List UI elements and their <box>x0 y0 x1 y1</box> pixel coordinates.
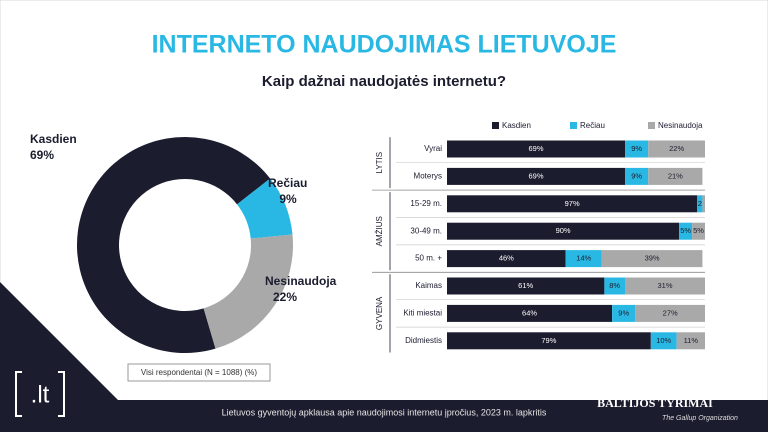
corner-shape <box>0 282 150 432</box>
bar-value-label: 61% <box>518 281 533 290</box>
bar-value-label: 14% <box>576 254 591 263</box>
bar-value-label: 27% <box>663 308 678 317</box>
bar-segment <box>676 332 705 350</box>
category-label: Didmiestis <box>405 336 442 345</box>
segment-value: 69% <box>30 148 54 162</box>
bar-segment <box>447 332 651 350</box>
bar-value-label: 10% <box>656 336 671 345</box>
donut-segment <box>76 136 271 353</box>
bar-value-label: 5% <box>693 226 704 235</box>
brand-tagline: The Gallup Organization <box>662 415 738 422</box>
segment-value: 9% <box>279 192 297 206</box>
bar-value-label: 22% <box>669 144 684 153</box>
bar-value-label: 79% <box>541 336 556 345</box>
category-label: Moterys <box>414 172 442 181</box>
page-title: INTERNETO NAUDOJIMAS LIETUVOJE <box>152 31 617 59</box>
brand: BALTIJOS TYRIMAI <box>597 396 713 410</box>
group-label: GYVENA <box>375 296 384 330</box>
bar-segment <box>604 277 626 295</box>
subtitle: Kaip dažnai naudojatės internetu? <box>262 73 506 90</box>
segment-label: Rečiau <box>268 176 307 190</box>
bar-segment <box>692 222 705 240</box>
bar-segment <box>447 195 698 213</box>
bar-value-label: 69% <box>529 171 544 180</box>
category-label: 30-49 m. <box>410 226 442 235</box>
group-label: LYTIS <box>375 152 384 174</box>
bar-segment <box>447 140 626 158</box>
bar-value-label: 5% <box>680 226 691 235</box>
legend-swatch <box>492 122 499 129</box>
bar-segment <box>447 167 626 185</box>
bar-value-label: 90% <box>556 226 571 235</box>
bar-value-label: 2 <box>698 199 702 208</box>
bar-value-label: 8% <box>609 281 620 290</box>
bar-value-label: 64% <box>522 308 537 317</box>
logo-brackets <box>15 371 65 417</box>
bar-segment <box>648 140 705 158</box>
bar-value-label: 46% <box>499 254 514 263</box>
segment-value: 22% <box>273 290 297 304</box>
legend-label: Nesinaudoja <box>658 121 703 130</box>
category-label: Kaimas <box>415 281 442 290</box>
note: Visi respondentai (N = 1088) (%) <box>141 368 257 377</box>
legend-label: Rečiau <box>580 121 605 130</box>
group-label: AMŽIUS <box>375 216 384 246</box>
bar-value-label: 31% <box>658 281 673 290</box>
bar-segment <box>702 195 705 213</box>
logo: .lt <box>31 381 50 408</box>
bar-segment <box>565 250 602 268</box>
bar-value-label: 69% <box>529 144 544 153</box>
donut-segment <box>203 234 293 349</box>
legend-swatch <box>570 122 577 129</box>
bar-value-label: 9% <box>631 144 642 153</box>
footer: Lietuvos gyventojų apklausa apie naudoji… <box>222 407 547 417</box>
bar-value-label: 39% <box>645 254 660 263</box>
bar-segment <box>447 277 605 295</box>
bar-segment <box>447 304 613 322</box>
segment-label: Nesinaudoja <box>265 274 337 288</box>
bar-segment <box>697 195 703 213</box>
bar-value-label: 97% <box>565 199 580 208</box>
bar-segment <box>447 222 680 240</box>
bar-segment <box>447 250 566 268</box>
bar-segment <box>625 167 649 185</box>
category-label: 15-29 m. <box>410 199 442 208</box>
category-label: Kiti miestai <box>403 309 442 318</box>
bar-segment <box>625 277 705 295</box>
bar-segment <box>612 304 636 322</box>
bar-segment <box>601 250 703 268</box>
bar-segment <box>635 304 705 322</box>
bar-value-label: 9% <box>631 171 642 180</box>
bar-value-label: 9% <box>618 308 629 317</box>
bar-segment <box>648 167 703 185</box>
category-label: Vyrai <box>424 144 442 153</box>
category-label: 50 m. + <box>415 254 442 263</box>
legend-label: Kasdien <box>502 121 531 130</box>
legend-swatch <box>648 122 655 129</box>
donut-segment <box>237 178 293 239</box>
segment-label: Kasdien <box>30 132 77 146</box>
bar-value-label: 21% <box>668 171 683 180</box>
bar-value-label: 11% <box>684 336 699 345</box>
note-box <box>127 363 271 382</box>
bar-segment <box>679 222 693 240</box>
bar-segment <box>625 140 649 158</box>
bar-segment <box>650 332 677 350</box>
